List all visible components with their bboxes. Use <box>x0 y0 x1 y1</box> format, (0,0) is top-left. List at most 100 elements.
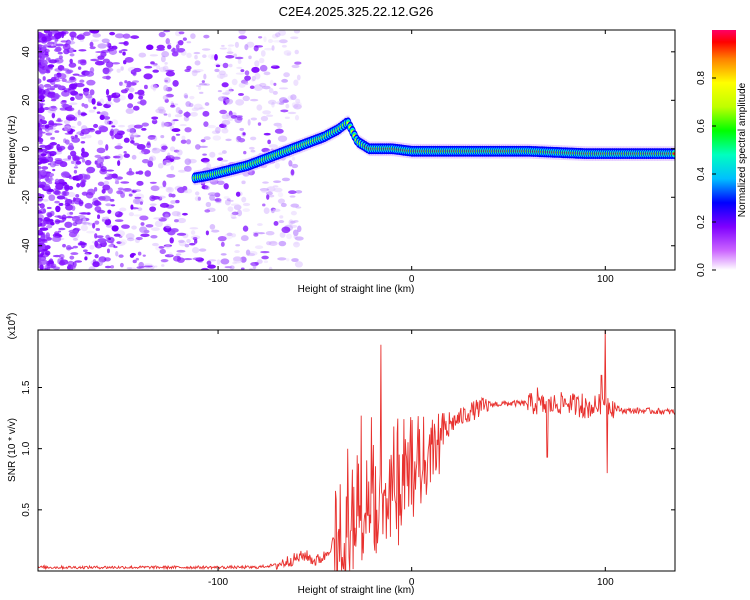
spectrogram-noise-blob <box>93 106 97 110</box>
spectrogram-noise-blob <box>150 61 155 65</box>
spectrogram-noise-blob <box>292 241 301 248</box>
spectrogram-noise-blob <box>266 114 274 117</box>
spectrogram-noise-blob <box>196 84 202 87</box>
spectrogram-noise-blob <box>141 158 150 164</box>
colorbar-label: Normalized spectral amplitude <box>737 82 748 217</box>
spectrogram-noise-blob <box>133 134 141 138</box>
spectrogram-noise-blob <box>271 45 275 51</box>
spectrogram-noise-blob <box>115 251 119 257</box>
spectrogram-noise-blob <box>246 252 256 257</box>
spectrogram-noise-blob <box>64 124 71 129</box>
spectrogram-noise-blob <box>168 252 173 256</box>
spectrogram-noise-blob <box>53 84 62 88</box>
spectrogram-noise-blob <box>209 224 216 230</box>
snr-frame <box>37 329 676 572</box>
spectrogram-noise-blob <box>191 107 199 112</box>
spectrogram-noise-blob <box>102 75 112 80</box>
spectrogram-noise-blob <box>278 220 285 224</box>
spectrogram-noise-blob <box>217 96 227 102</box>
spectrogram-noise-blob <box>38 88 46 95</box>
spectrogram-noise-blob <box>80 224 88 232</box>
spectrogram-noise-blob <box>106 248 110 254</box>
spectrogram-noise-blob <box>132 198 141 205</box>
spectrogram-noise-blob <box>62 243 66 248</box>
spectrogram-noise-blob <box>252 263 257 270</box>
spectrogram-noise-blob <box>203 160 210 164</box>
spectrogram-noise-blob <box>163 77 171 84</box>
spectrogram-noise-blob <box>39 159 47 164</box>
spectrogram-noise-blob <box>250 98 259 102</box>
spectrogram-noise-blob <box>220 241 225 247</box>
spectrogram-noise-blob <box>41 36 47 42</box>
spectrogram-noise-blob <box>83 89 89 96</box>
spectrogram-noise-blob <box>52 236 62 243</box>
spectrogram-noise-blob <box>53 48 61 53</box>
spectrogram-noise-blob <box>90 58 100 62</box>
spectrogram-noise-blob <box>289 195 296 198</box>
spectrogram-noise-blob <box>226 51 234 54</box>
spectrogram-noise-blob <box>236 135 242 141</box>
spectrogram-noise-blob <box>47 163 52 166</box>
spectrogram-noise-blob <box>161 51 170 58</box>
spectrogram-noise-blob <box>99 114 105 121</box>
spectrogram-noise-blob <box>50 136 55 140</box>
spectrogram-noise-blob <box>89 89 95 96</box>
spectrogram-noise-blob <box>70 96 75 101</box>
spectrogram-noise-blob <box>183 258 193 261</box>
snr-x-label: Height of straight line (km) <box>298 585 415 596</box>
spectrogram-noise-blob <box>290 203 300 208</box>
spectrogram-noise-blob <box>52 41 58 47</box>
spectrogram-noise-blob <box>38 113 42 117</box>
spectrogram-noise-blob <box>274 128 284 134</box>
spectrogram-noise-blob <box>109 130 114 137</box>
spectrogram-noise-blob <box>57 215 61 218</box>
spectrogram-noise-blob <box>293 220 299 223</box>
spectrogram-noise-blob <box>61 90 70 97</box>
spectrogram-noise-blob <box>77 109 81 116</box>
spectrogram-noise-blob <box>250 136 257 141</box>
spectrogram-noise-blob <box>38 141 43 145</box>
spectrogram-noise-blob <box>129 140 135 144</box>
spectrogram-noise-blob <box>94 60 105 66</box>
spectrogram-noise-blob <box>227 44 235 47</box>
spectrogram-noise-blob <box>256 104 263 111</box>
spectrogram-noise-blob <box>294 61 302 65</box>
spectrogram-noise-blob <box>117 187 124 191</box>
spectrogram-noise-blob <box>83 31 91 36</box>
spectrogram-noise-blob <box>40 59 48 67</box>
spectrogram-noise-blob <box>175 133 181 136</box>
spectrogram-noise-blob <box>38 55 42 59</box>
spectrogram-noise-blob <box>182 212 188 216</box>
spectrogram-noise-blob <box>114 33 125 39</box>
spectrogram-noise-blob <box>140 148 151 155</box>
spectrogram-noise-blob <box>40 252 50 258</box>
spectrogram-noise-blob <box>69 255 75 260</box>
spectrogram-noise-blob <box>258 36 263 39</box>
spectrogram-noise-blob <box>149 54 159 57</box>
spectrogram-noise-blob <box>139 201 144 205</box>
spectrogram-noise-blob <box>138 92 145 97</box>
spectrogram-noise-blob <box>190 230 196 235</box>
spectrogram-noise-blob <box>48 122 55 126</box>
spectrogram-noise-blob <box>163 84 169 92</box>
spectrogram-noise-blob <box>220 159 229 162</box>
spectrogram-noise-blob <box>72 238 79 241</box>
spectrogram-noise-blob <box>73 169 78 174</box>
spectrogram-noise-blob <box>242 208 250 213</box>
spectrogram-noise-blob <box>81 221 91 225</box>
spectrogram-noise-blob <box>67 128 74 135</box>
spectrogram-noise-blob <box>278 240 287 247</box>
spectrogram-noise-blob <box>240 235 249 242</box>
spectrogram-noise-blob <box>234 56 244 60</box>
spectrogram-noise-blob <box>112 62 121 65</box>
spectrogram-noise-blob <box>123 150 127 154</box>
spectrogram-noise-blob <box>221 44 225 47</box>
spectrogram-noise-blob <box>246 41 255 48</box>
spectrogram-noise-blob <box>167 152 171 158</box>
spectrogram-noise-blob <box>254 60 260 67</box>
spectrogram-noise-blob <box>109 198 115 202</box>
spectrogram-noise-blob <box>262 110 271 115</box>
spectrogram-noise-blob <box>284 116 290 119</box>
spectrogram-noise-blob <box>94 254 99 259</box>
spectrogram-noise-blob <box>160 134 165 139</box>
